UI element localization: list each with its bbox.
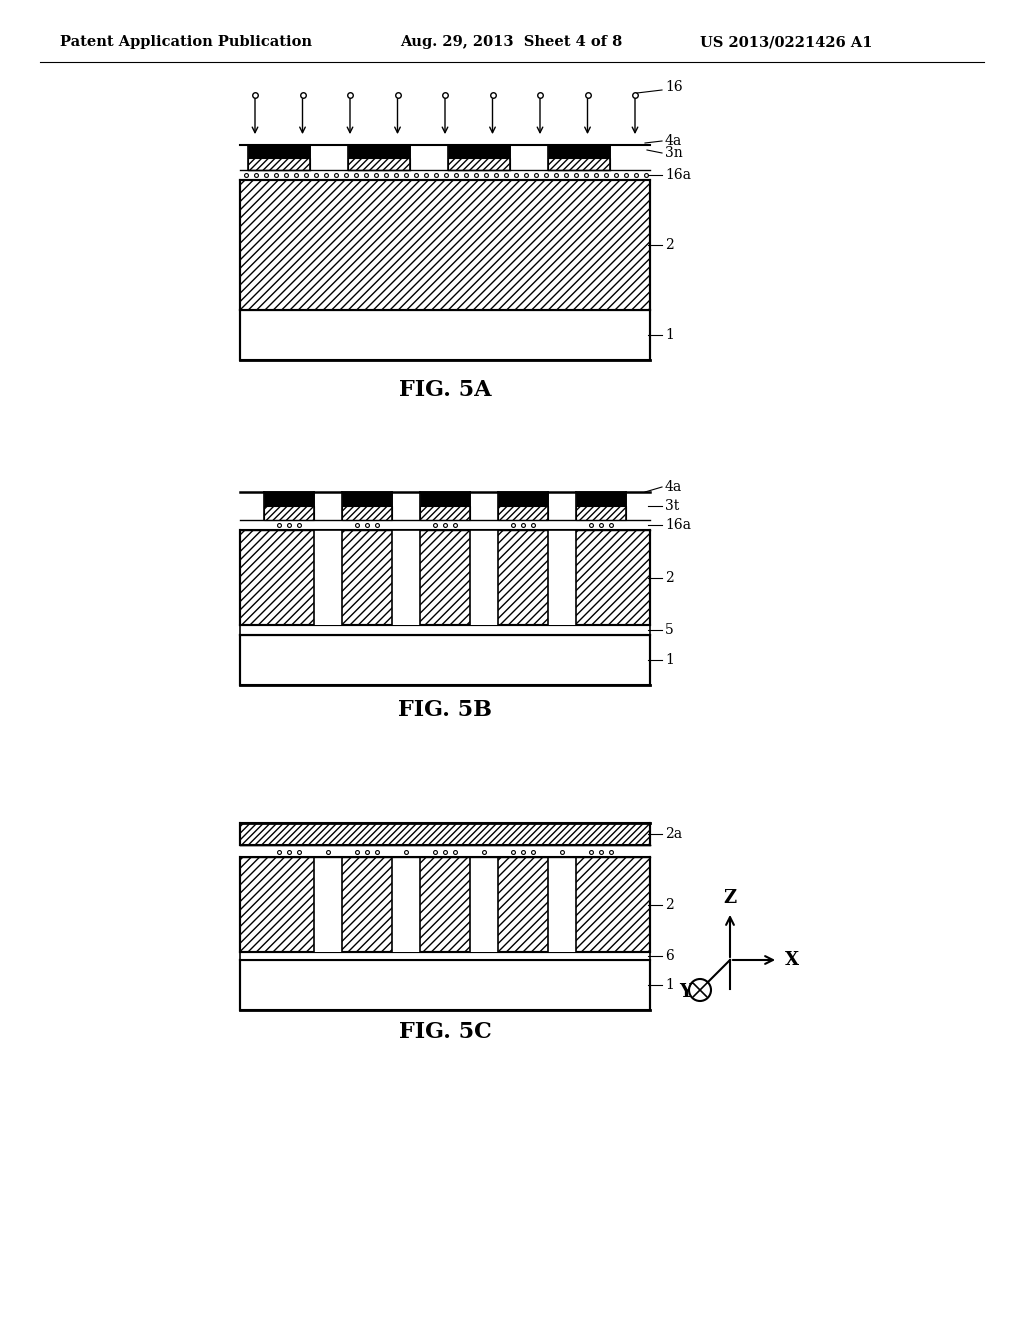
Text: 2: 2 (665, 572, 674, 585)
Bar (240, 960, 650, 1010)
Text: 1: 1 (665, 653, 674, 667)
Text: 2: 2 (665, 898, 674, 912)
Bar (248, 145, 310, 158)
Bar (240, 531, 650, 624)
Bar (314, 531, 342, 624)
Text: 16: 16 (665, 81, 683, 94)
Text: 5: 5 (665, 623, 674, 638)
Text: 16a: 16a (665, 517, 691, 532)
Text: 4a: 4a (665, 480, 682, 494)
Bar (240, 624, 650, 635)
Bar (420, 492, 470, 506)
Bar (342, 506, 392, 520)
Bar (470, 857, 498, 952)
Text: FIG. 5B: FIG. 5B (398, 700, 492, 721)
Bar (449, 158, 510, 170)
Text: Aug. 29, 2013  Sheet 4 of 8: Aug. 29, 2013 Sheet 4 of 8 (400, 36, 623, 49)
Bar (240, 310, 650, 360)
Bar (240, 180, 650, 310)
Bar (342, 492, 392, 506)
Text: 1: 1 (665, 978, 674, 993)
Bar (248, 158, 310, 170)
Text: 4a: 4a (665, 135, 682, 148)
Bar (548, 158, 610, 170)
Text: US 2013/0221426 A1: US 2013/0221426 A1 (700, 36, 872, 49)
Text: 2: 2 (665, 238, 674, 252)
Text: 2a: 2a (665, 828, 682, 841)
Bar (240, 822, 650, 845)
Bar (548, 857, 575, 952)
Bar (240, 635, 650, 685)
Bar (575, 492, 626, 506)
Text: 1: 1 (665, 327, 674, 342)
Bar (264, 506, 314, 520)
Bar (314, 857, 342, 952)
Text: Patent Application Publication: Patent Application Publication (60, 36, 312, 49)
Bar (575, 506, 626, 520)
Text: 16a: 16a (665, 168, 691, 182)
Bar (240, 952, 650, 960)
Bar (392, 857, 420, 952)
Text: FIG. 5A: FIG. 5A (398, 379, 492, 401)
Bar (420, 506, 470, 520)
Bar (498, 492, 548, 506)
Bar (264, 492, 314, 506)
Bar (240, 857, 650, 952)
Text: Y: Y (680, 983, 692, 1001)
Text: 6: 6 (665, 949, 674, 964)
Bar (449, 145, 510, 158)
Text: FIG. 5C: FIG. 5C (398, 1020, 492, 1043)
Text: X: X (785, 950, 799, 969)
Bar (548, 145, 610, 158)
Text: Z: Z (723, 888, 736, 907)
Text: 3n: 3n (665, 147, 683, 160)
Bar (548, 531, 575, 624)
Bar (470, 531, 498, 624)
Bar (348, 158, 410, 170)
Bar (498, 506, 548, 520)
Bar (392, 531, 420, 624)
Bar (348, 145, 410, 158)
Text: 3t: 3t (665, 499, 679, 513)
